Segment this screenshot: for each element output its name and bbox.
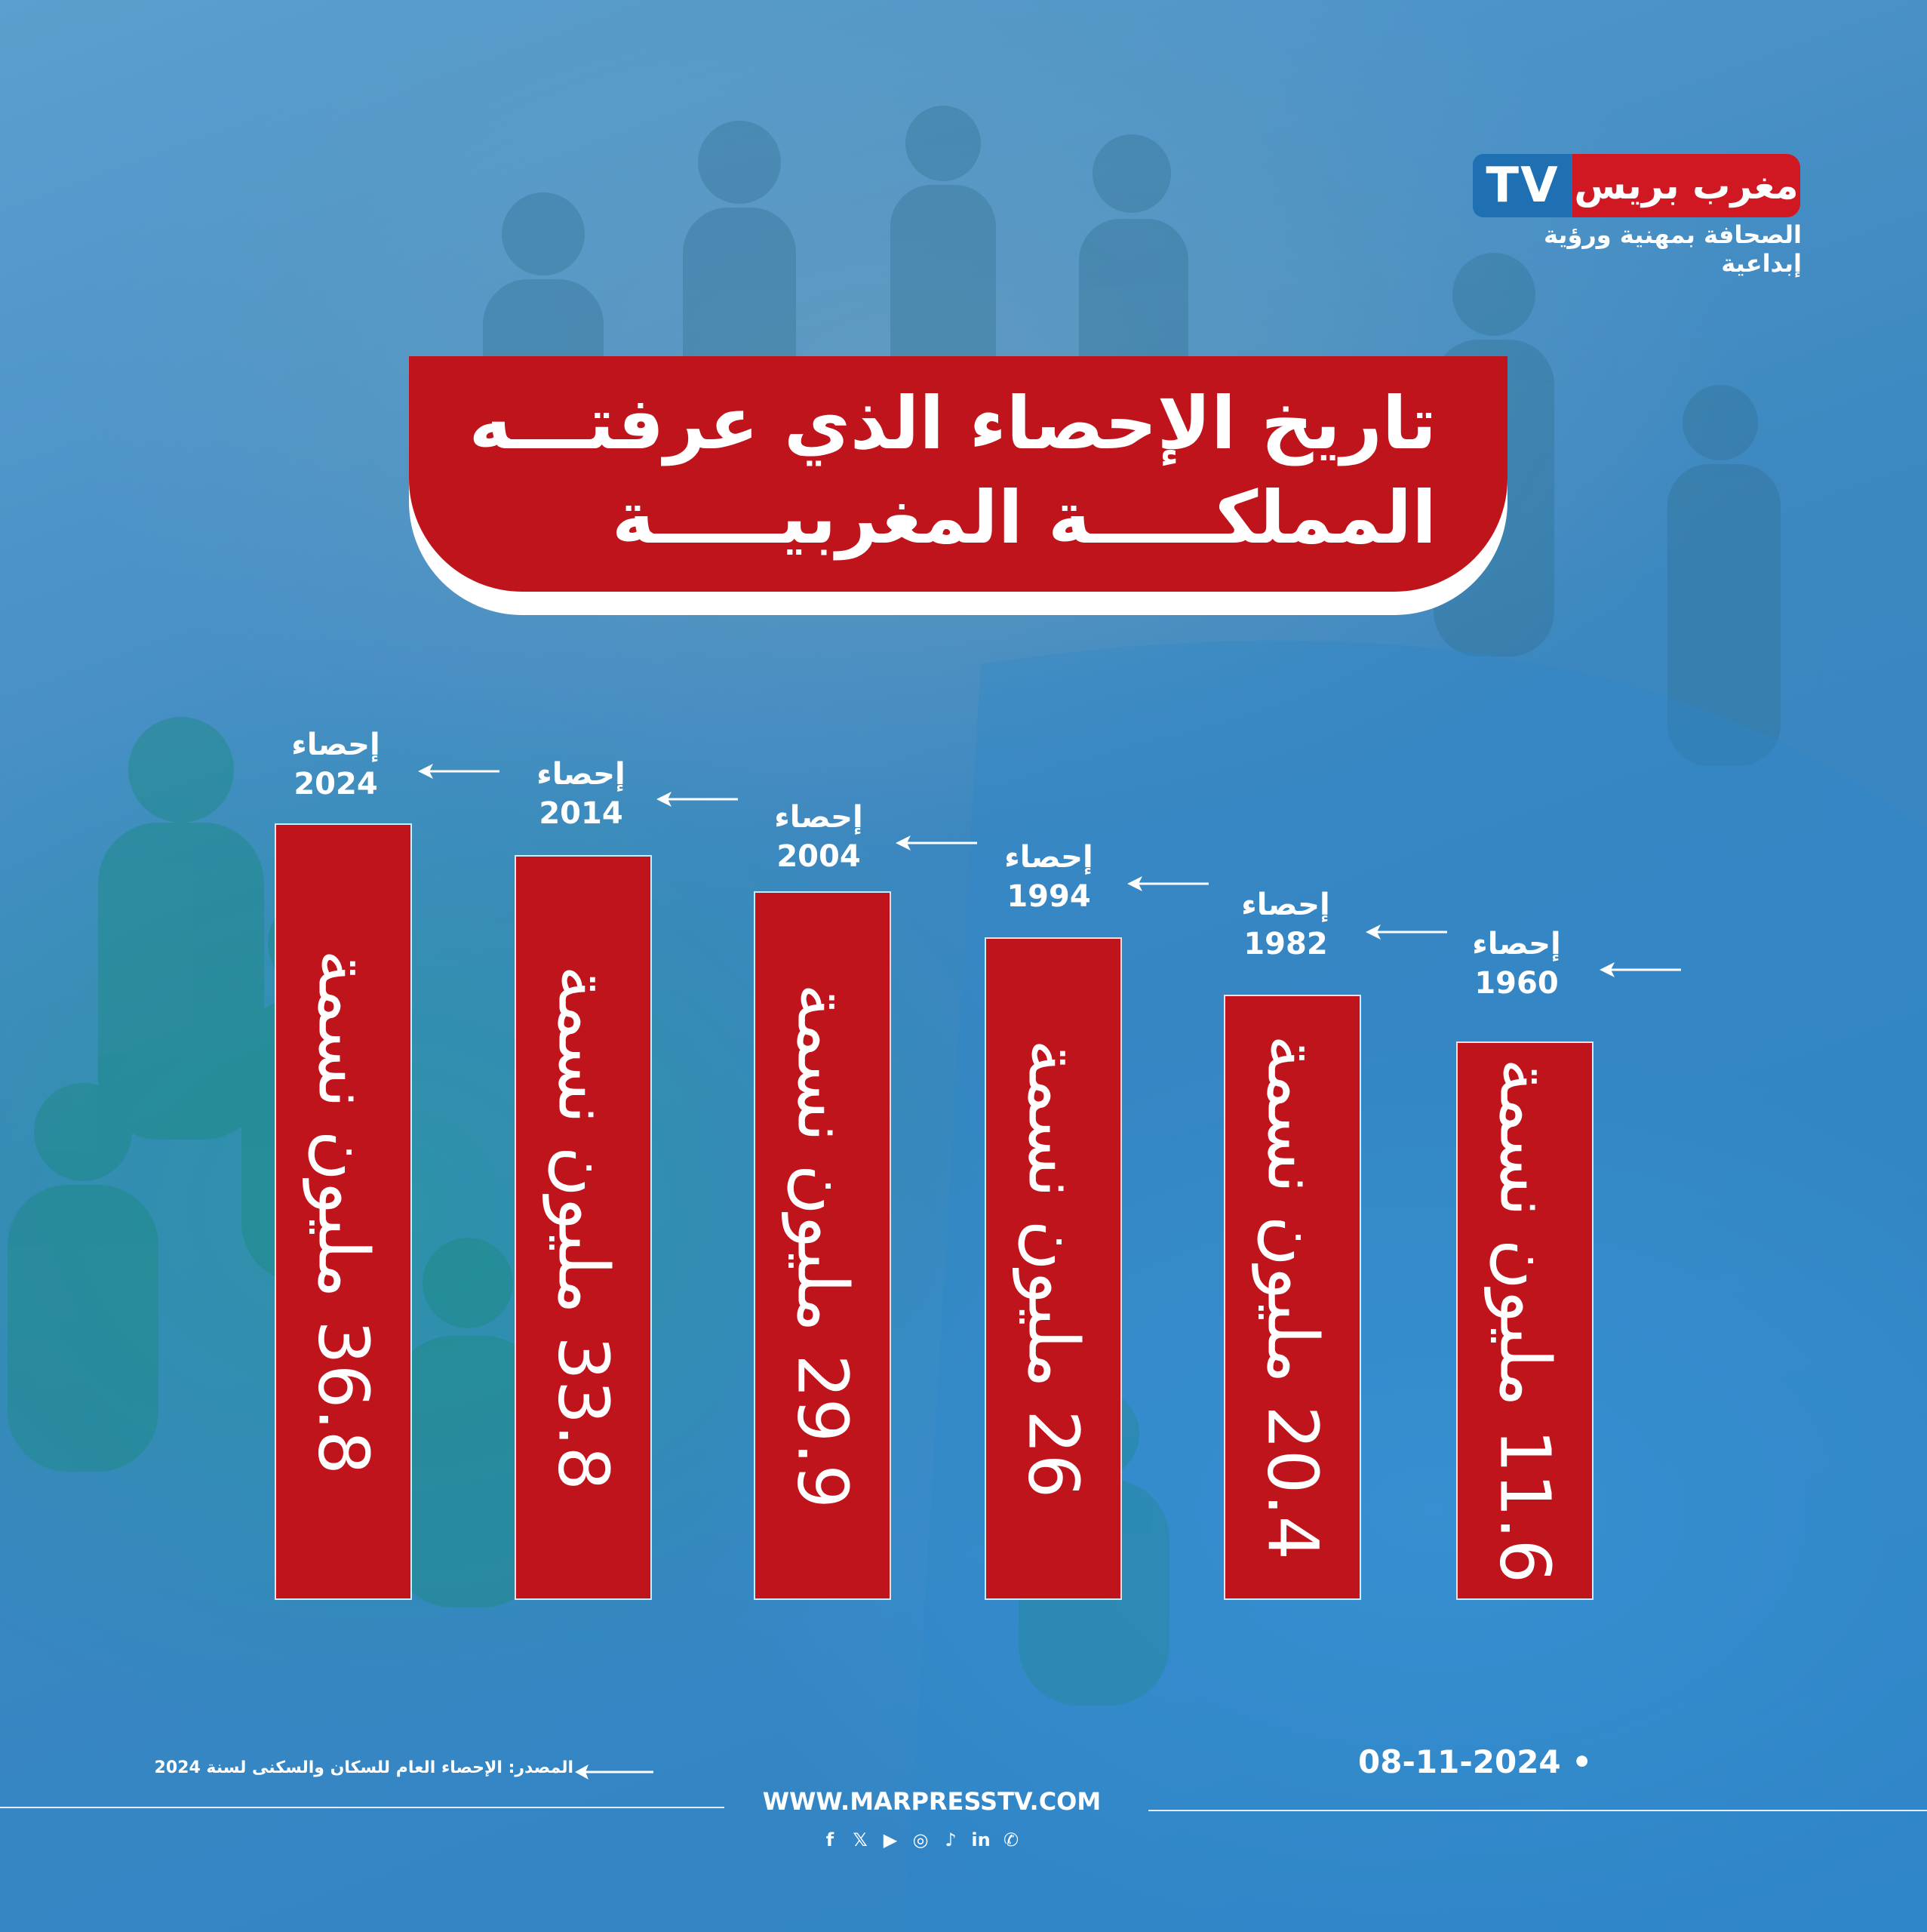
bar-1960: 11.6 مليون نسمة <box>1458 1043 1592 1598</box>
title-line-2: المملكـــــة المغربيـــــة <box>611 475 1437 560</box>
footer-divider-right <box>1148 1810 1927 1811</box>
census-year-label: إحصاء 2014 <box>536 757 625 831</box>
arrow-left-icon <box>896 835 977 851</box>
arrow-left-icon <box>1127 876 1209 891</box>
bar-2004: 29.9 مليون نسمة <box>755 893 890 1598</box>
arrow-left-icon <box>1366 924 1447 940</box>
bar-1982: 20.4 مليون نسمة <box>1225 996 1360 1598</box>
footer-divider-left <box>0 1807 724 1808</box>
bar-value-label: 26 مليون نسمة <box>1013 1038 1094 1499</box>
census-year-label: إحصاء 1994 <box>1004 840 1093 914</box>
census-year-label: إحصاء 2024 <box>291 728 380 801</box>
brand-logo: TV مغرب بريس <box>1473 154 1800 217</box>
x-icon[interactable]: 𝕏 <box>853 1829 868 1850</box>
arrow-left-icon <box>418 764 499 779</box>
bar-value-label: 20.4 مليون نسمة <box>1252 1034 1333 1561</box>
whatsapp-icon[interactable]: ✆ <box>1003 1829 1019 1850</box>
source-arrow-icon <box>575 1764 653 1780</box>
bar-value-label: 11.6 مليون نسمة <box>1484 1057 1566 1584</box>
instagram-icon[interactable]: ◎ <box>912 1829 929 1850</box>
tiktok-icon[interactable]: ♪ <box>945 1829 957 1850</box>
social-icons: f 𝕏 ▶ ◎ ♪ in ✆ <box>819 1829 1022 1850</box>
publish-date: 08-11-2024 • <box>1358 1743 1593 1780</box>
linkedin-icon[interactable]: in <box>971 1829 991 1850</box>
bar-2014: 33.8 مليون نسمة <box>516 857 650 1598</box>
bar-value-label: 29.9 مليون نسمة <box>782 983 863 1509</box>
bar-1994: 26 مليون نسمة <box>986 939 1120 1598</box>
census-year-label: إحصاء 1960 <box>1472 927 1561 1001</box>
website-link[interactable]: WWW.MARPRESSTV.COM <box>762 1787 1102 1816</box>
census-year-label: إحصاء 2004 <box>774 800 863 874</box>
arrow-left-icon <box>1600 962 1681 977</box>
source-note: المصدر: الإحصاء العام للسكان والسكنى لسن… <box>154 1758 573 1777</box>
census-year-label: إحصاء 1982 <box>1241 888 1330 961</box>
brand-tagline: الصحافة بمهنية ورؤية إبداعية <box>1544 220 1802 278</box>
title-line-1: تاريخ الإحصاء الذي عرفتـــه <box>469 381 1437 466</box>
bar-2024: 36.8 مليون نسمة <box>276 825 410 1598</box>
bar-value-label: 36.8 مليون نسمة <box>303 949 384 1475</box>
youtube-icon[interactable]: ▶ <box>883 1829 898 1850</box>
facebook-icon[interactable]: f <box>825 1829 834 1850</box>
logo-brand-name: مغرب بريس <box>1572 154 1800 217</box>
bar-value-label: 33.8 مليون نسمة <box>542 964 624 1491</box>
arrow-left-icon <box>656 792 738 807</box>
logo-tv-badge: TV <box>1473 154 1572 217</box>
title-banner <box>409 356 1507 592</box>
